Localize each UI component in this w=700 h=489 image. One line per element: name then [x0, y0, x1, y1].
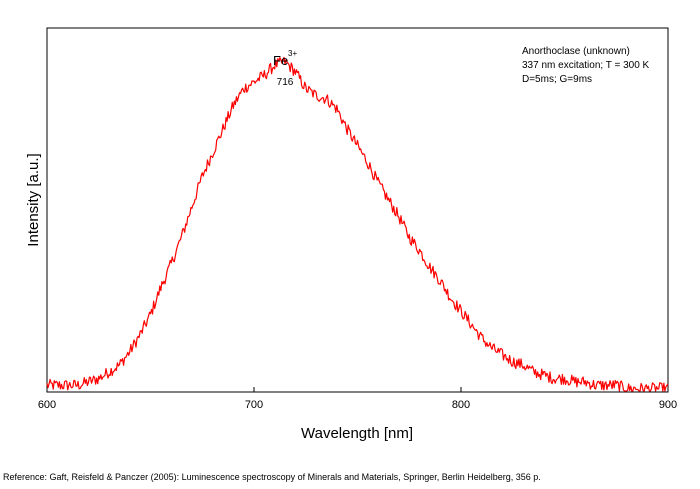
info-line-1: Anorthoclase (unknown)	[522, 46, 630, 57]
info-annotation: Anorthoclase (unknown) 337 nm excitation…	[522, 46, 650, 85]
x-axis-ticks	[46, 387, 669, 392]
x-axis-title: Wavelength [nm]	[301, 425, 413, 442]
peak-wavelength-label: 716	[277, 77, 294, 88]
spectrum-line	[46, 56, 669, 392]
x-tick-label-700: 700	[245, 399, 263, 411]
x-tick-label-900: 900	[659, 399, 677, 411]
peak-ion-label: Fe	[273, 53, 288, 68]
peak-ion-charge: 3+	[288, 49, 297, 58]
reference-citation: Reference: Gaft, Reisfeld & Panczer (200…	[3, 472, 541, 482]
info-line-2: 337 nm excitation; T = 300 K	[522, 60, 650, 71]
y-axis-title: Intensity [a.u.]	[25, 153, 42, 246]
peak-annotation: Fe 3+ 716	[273, 49, 297, 88]
x-axis-tick-labels: 600 700 800 900	[38, 399, 677, 411]
plot-frame	[46, 27, 669, 393]
x-tick-label-800: 800	[452, 399, 470, 411]
info-line-3: D=5ms; G=9ms	[522, 74, 592, 85]
x-tick-label-600: 600	[38, 399, 56, 411]
